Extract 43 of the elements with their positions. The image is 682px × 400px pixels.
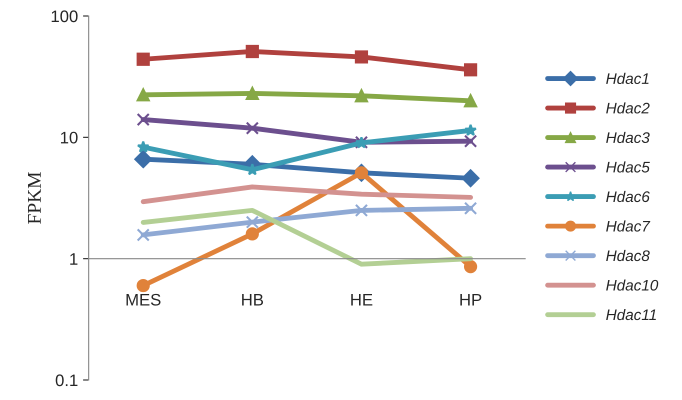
- point: [136, 52, 150, 66]
- point: [462, 169, 480, 188]
- point: [246, 227, 259, 240]
- point: [136, 113, 150, 126]
- point: [136, 278, 150, 292]
- point: [246, 44, 259, 58]
- point: [136, 228, 150, 242]
- point: [464, 94, 478, 108]
- y-axis-title: FPKM: [28, 172, 41, 224]
- x-tick-label: HE: [351, 294, 372, 306]
- point: [464, 63, 478, 76]
- point: [464, 124, 477, 136]
- y-tick-label: 1: [70, 253, 78, 265]
- point: [464, 134, 478, 148]
- x-tick-label: HP: [460, 294, 482, 306]
- legend-label: Hdac11: [606, 308, 656, 320]
- point: [464, 202, 478, 215]
- line-series: [140, 184, 474, 204]
- point: [354, 204, 368, 217]
- point: [136, 88, 150, 102]
- point: [136, 140, 150, 153]
- legend-label: Hdac2: [606, 102, 650, 114]
- y-tick-label: 10: [60, 132, 78, 144]
- x-tick-label: MES: [126, 294, 161, 306]
- point: [246, 86, 259, 100]
- point: [354, 166, 368, 180]
- legend-label: Hdac10: [606, 279, 658, 291]
- point: [246, 216, 259, 229]
- legend-label: Hdac6: [606, 190, 650, 202]
- point: [354, 89, 368, 102]
- x-tick-label: HB: [242, 294, 264, 306]
- point: [464, 260, 478, 274]
- legend-label: Hdac3: [606, 132, 650, 144]
- point: [134, 150, 152, 168]
- legend-label: Hdac5: [606, 161, 650, 173]
- point: [354, 50, 368, 64]
- point: [246, 122, 259, 135]
- line-series: [140, 208, 474, 267]
- legend-label: Hdac8: [606, 250, 650, 262]
- legend-label: Hdac7: [606, 220, 650, 232]
- y-tick-label: 100: [52, 10, 78, 22]
- legend-label: Hdac1: [606, 72, 649, 84]
- y-tick-label: 0.1: [56, 374, 78, 386]
